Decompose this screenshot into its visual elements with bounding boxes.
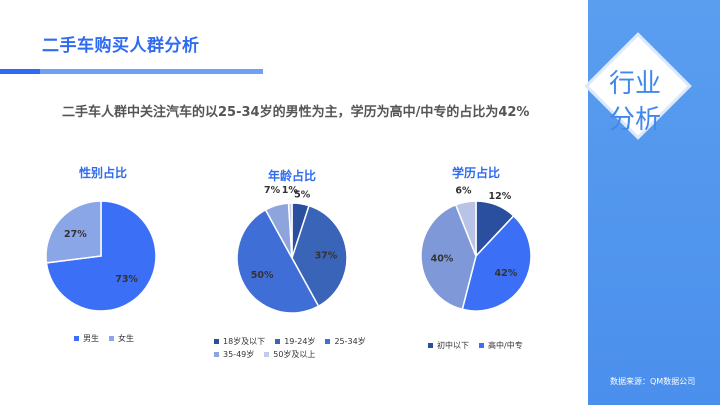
legend-item: 女生 bbox=[109, 333, 134, 344]
legend-item: 25-34岁 bbox=[325, 336, 366, 347]
page-subtitle: 二手车人群中关注汽车的以25-34岁的男性为主，学历为高中/中专的占比为42% bbox=[62, 105, 530, 120]
legend-label: 18岁及以下 bbox=[223, 337, 266, 346]
page-title: 二手车购买人群分析 bbox=[42, 36, 200, 56]
legend-education: 初中以下 高中/中专 bbox=[428, 340, 568, 351]
legend-swatch bbox=[325, 339, 331, 344]
pie-data-label: 37% bbox=[315, 250, 338, 261]
title-underline-accent bbox=[0, 69, 40, 74]
legend-label: 高中/中专 bbox=[488, 341, 523, 350]
pie-slice-3 bbox=[420, 203, 477, 311]
chart-title-education: 学历占比 bbox=[452, 166, 501, 180]
pie-slice-2 bbox=[291, 204, 348, 308]
legend-label: 19-24岁 bbox=[284, 337, 316, 346]
pie-chart-age: 5% 37% 50% 7% 1% bbox=[236, 185, 348, 314]
pie-slice-2 bbox=[461, 214, 532, 312]
legend-swatch bbox=[214, 352, 219, 357]
pie-data-label: 73% bbox=[115, 274, 138, 285]
data-source: 数据来源：QM数据公司 bbox=[610, 377, 696, 386]
legend-swatch bbox=[479, 343, 484, 348]
pie-slice-5 bbox=[287, 202, 293, 259]
pie-data-label: 40% bbox=[431, 254, 454, 265]
legend-label: 女生 bbox=[118, 334, 134, 343]
legend-item: 初中以下 bbox=[428, 340, 469, 351]
pie-data-label: 42% bbox=[495, 268, 518, 279]
legend-swatch bbox=[214, 339, 219, 344]
legend-swatch bbox=[428, 343, 433, 348]
legend-item: 高中/中专 bbox=[479, 340, 523, 351]
legend-label: 初中以下 bbox=[437, 341, 469, 350]
legend-label: 35-49岁 bbox=[223, 350, 255, 359]
legend-label: 50岁及以上 bbox=[273, 350, 316, 359]
legend-item: 35-49岁 bbox=[214, 349, 254, 360]
pie-chart-education: 12% 42% 40% 6% bbox=[420, 186, 532, 312]
legend-swatch bbox=[264, 352, 270, 357]
pie-data-label: 7% bbox=[264, 185, 281, 196]
legend-item: 18岁及以下 bbox=[214, 336, 265, 347]
legend-item: 50岁及以上 bbox=[264, 349, 315, 360]
chart-title-gender: 性别占比 bbox=[79, 166, 128, 180]
pie-slice-4 bbox=[454, 200, 477, 257]
pie-data-label: 5% bbox=[294, 189, 311, 200]
legend-swatch bbox=[74, 336, 79, 341]
side-label: 行业 分析 bbox=[590, 66, 680, 138]
pie-data-label: 12% bbox=[489, 191, 512, 202]
pie-data-label: 6% bbox=[455, 186, 472, 197]
pie-slice-3 bbox=[236, 208, 320, 314]
legend-swatch bbox=[275, 339, 281, 344]
legend-item: 男生 bbox=[74, 333, 99, 344]
legend-label: 男生 bbox=[83, 334, 99, 343]
legend-gender: 男生 女生 bbox=[74, 333, 194, 344]
pie-data-label: 50% bbox=[251, 270, 274, 281]
pie-data-label: 27% bbox=[64, 229, 87, 240]
legend-age: 18岁及以下 19-24岁 25-34岁 35-49岁 50岁及以上 bbox=[214, 336, 394, 360]
chart-title-age: 年龄占比 bbox=[268, 169, 317, 183]
legend-label: 25-34岁 bbox=[334, 337, 366, 346]
legend-swatch bbox=[109, 336, 114, 341]
side-label-line2: 分析 bbox=[608, 105, 661, 135]
pie-chart-gender: 73% 27% bbox=[45, 200, 157, 312]
legend-item: 19-24岁 bbox=[275, 336, 315, 347]
side-label-line1: 行业 bbox=[608, 69, 661, 99]
pie-data-label: 1% bbox=[282, 185, 299, 196]
title-underline bbox=[0, 69, 263, 74]
pie-slice-2 bbox=[45, 200, 102, 264]
